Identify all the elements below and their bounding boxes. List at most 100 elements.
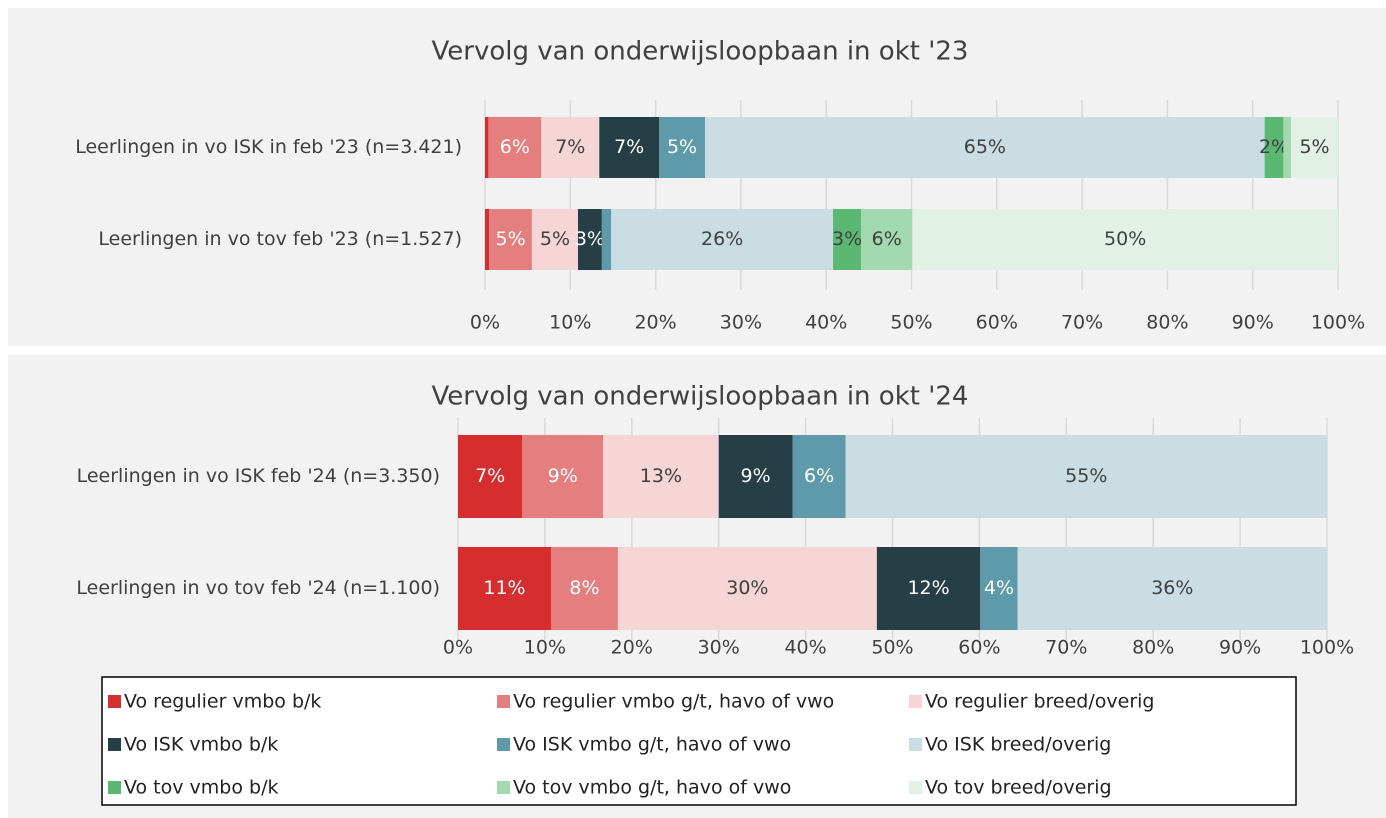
- x-tick-label: 60%: [958, 637, 1000, 659]
- data-label: 3%: [575, 228, 605, 250]
- bar-segment: [550, 547, 618, 630]
- y-tick-label: Leerlingen in vo ISK feb '24 (n=3.350): [77, 465, 440, 487]
- bar-segment: [659, 117, 706, 178]
- x-tick-label: 0%: [470, 312, 500, 334]
- data-label: 6%: [872, 228, 902, 250]
- y-tick-label: Leerlingen in vo tov feb '24 (n=1.100): [76, 577, 440, 599]
- bar-segment: [603, 435, 719, 518]
- bar-segment: [601, 209, 612, 270]
- bar-segment: [458, 547, 551, 630]
- x-tick-label: 10%: [524, 637, 566, 659]
- x-tick-label: 40%: [805, 312, 847, 334]
- bar-segment: [1291, 117, 1338, 178]
- data-label: 13%: [640, 465, 682, 487]
- legend-label: Vo ISK vmbo g/t, havo of vwo: [513, 734, 791, 756]
- bar-segment: [980, 547, 1018, 630]
- bar-segment: [833, 209, 862, 270]
- bar-segment: [861, 209, 913, 270]
- x-tick-label: 0%: [443, 637, 473, 659]
- x-tick-label: 30%: [698, 637, 740, 659]
- y-tick-label: Leerlingen in vo tov feb '23 (n=1.527): [98, 228, 462, 250]
- bar-segment: [1264, 117, 1284, 178]
- chart-title: Vervolg van onderwijsloopbaan in okt '24: [432, 382, 969, 412]
- x-tick-label: 100%: [1311, 312, 1365, 334]
- bar-segment: [705, 117, 1265, 178]
- data-label: 9%: [741, 465, 771, 487]
- data-label: 30%: [726, 577, 768, 599]
- data-label: 7%: [555, 136, 585, 158]
- data-label: 5%: [496, 228, 526, 250]
- bar-segment: [611, 209, 834, 270]
- x-tick-label: 90%: [1232, 312, 1274, 334]
- data-label: 36%: [1151, 577, 1193, 599]
- data-label: 9%: [548, 465, 578, 487]
- x-tick-label: 20%: [611, 637, 653, 659]
- legend-label: Vo tov breed/overig: [925, 777, 1112, 799]
- bar-segment: [912, 209, 1338, 270]
- data-label: 11%: [483, 577, 525, 599]
- bar-segment: [488, 117, 542, 178]
- x-tick-label: 100%: [1300, 637, 1354, 659]
- data-label: 55%: [1065, 465, 1107, 487]
- data-label: 6%: [804, 465, 834, 487]
- x-tick-label: 40%: [784, 637, 826, 659]
- data-label: 5%: [667, 136, 697, 158]
- x-tick-label: 90%: [1219, 637, 1261, 659]
- data-label: 7%: [475, 465, 505, 487]
- legend-label: Vo ISK breed/overig: [925, 734, 1111, 756]
- legend-swatch: [497, 781, 510, 794]
- bar-segment: [792, 435, 846, 518]
- data-label: 2%: [1259, 136, 1289, 158]
- x-tick-label: 70%: [1061, 312, 1103, 334]
- data-label: 65%: [964, 136, 1006, 158]
- legend-swatch: [497, 738, 510, 751]
- data-label: 26%: [701, 228, 743, 250]
- data-label: 5%: [540, 228, 570, 250]
- legend-label: Vo regulier vmbo g/t, havo of vwo: [513, 691, 834, 713]
- bar-segment: [845, 435, 1327, 518]
- legend-label: Vo regulier vmbo b/k: [124, 691, 321, 713]
- bar-segment: [541, 117, 600, 178]
- legend-swatch: [909, 781, 922, 794]
- x-tick-label: 80%: [1146, 312, 1188, 334]
- bar-segment: [485, 209, 490, 270]
- bar-segment: [876, 547, 981, 630]
- bar-segment: [485, 117, 489, 178]
- legend-swatch: [497, 695, 510, 708]
- legend-box: [101, 676, 1297, 806]
- data-label: 12%: [907, 577, 949, 599]
- bar-segment: [617, 547, 877, 630]
- x-tick-label: 50%: [890, 312, 932, 334]
- data-label: 6%: [500, 136, 530, 158]
- bar-segment: [489, 209, 532, 270]
- data-label: 3%: [832, 228, 862, 250]
- y-tick-label: Leerlingen in vo ISK in feb '23 (n=3.421…: [75, 136, 462, 158]
- bar-segment: [458, 435, 523, 518]
- x-tick-label: 70%: [1045, 637, 1087, 659]
- data-label: 50%: [1104, 228, 1146, 250]
- legend-swatch: [909, 738, 922, 751]
- x-tick-label: 20%: [634, 312, 676, 334]
- legend-label: Vo regulier breed/overig: [925, 691, 1154, 713]
- x-tick-label: 80%: [1132, 637, 1174, 659]
- legend-label: Vo ISK vmbo b/k: [124, 734, 278, 756]
- chart-title: Vervolg van onderwijsloopbaan in okt '23: [432, 37, 969, 67]
- bar-segment: [1017, 547, 1327, 630]
- bar-segment: [522, 435, 604, 518]
- legend-swatch: [909, 695, 922, 708]
- bar-segment: [577, 209, 602, 270]
- bar-segment: [599, 117, 660, 178]
- bar-segment: [531, 209, 578, 270]
- legend-label: Vo tov vmbo b/k: [124, 777, 279, 799]
- x-tick-label: 10%: [549, 312, 591, 334]
- data-label: 4%: [984, 577, 1014, 599]
- bar-segment: [1283, 117, 1292, 178]
- legend-swatch: [108, 781, 121, 794]
- bar-segment: [718, 435, 793, 518]
- x-tick-label: 50%: [871, 637, 913, 659]
- x-tick-label: 60%: [976, 312, 1018, 334]
- data-label: 5%: [1299, 136, 1329, 158]
- x-tick-label: 30%: [720, 312, 762, 334]
- data-label: 7%: [614, 136, 644, 158]
